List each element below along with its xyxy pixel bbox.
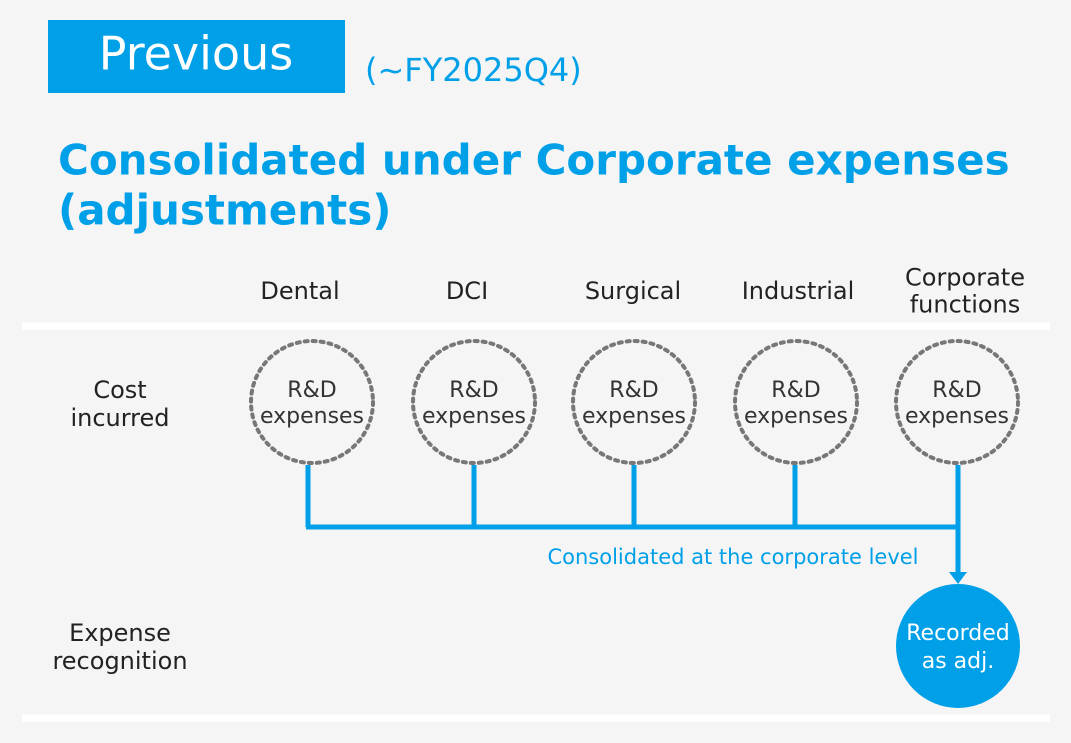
cost-node-text: expenses <box>744 404 848 429</box>
cost-node-text: R&D <box>609 378 658 403</box>
column-label: functions <box>910 291 1021 319</box>
badge-text: Previous <box>99 27 293 81</box>
column-label: Surgical <box>585 277 681 305</box>
cost-node <box>571 339 697 465</box>
connectors <box>305 465 961 574</box>
arrow-head <box>949 572 967 584</box>
cost-node <box>894 339 1020 465</box>
cost-node <box>249 339 375 465</box>
title: (adjustments) <box>58 186 391 235</box>
column-label: Industrial <box>742 277 855 305</box>
period: (~FY2025Q4) <box>365 51 582 89</box>
column-label: DCI <box>446 277 488 305</box>
cost-node-text: expenses <box>905 404 1009 429</box>
row-label: incurred <box>70 404 169 432</box>
result-node <box>896 584 1020 708</box>
column-label: Dental <box>260 277 339 305</box>
result-text: Recorded <box>906 621 1010 646</box>
title: Consolidated under Corporate expenses <box>58 136 1010 185</box>
cost-node-text: expenses <box>582 404 686 429</box>
cost-node <box>411 339 537 465</box>
cost-node-text: R&D <box>449 378 498 403</box>
cost-node-text: R&D <box>287 378 336 403</box>
cost-node-text: expenses <box>260 404 364 429</box>
row-label: Expense <box>69 619 171 647</box>
flow-label: Consolidated at the corporate level <box>547 545 918 569</box>
cost-node <box>733 339 859 465</box>
cost-node-text: R&D <box>932 378 981 403</box>
cost-node-text: expenses <box>422 404 526 429</box>
column-label: Corporate <box>905 264 1025 292</box>
result-text: as adj. <box>922 649 995 674</box>
row-label: recognition <box>52 647 187 675</box>
cost-node-text: R&D <box>771 378 820 403</box>
row-label: Cost <box>93 376 146 404</box>
badge <box>48 20 345 93</box>
